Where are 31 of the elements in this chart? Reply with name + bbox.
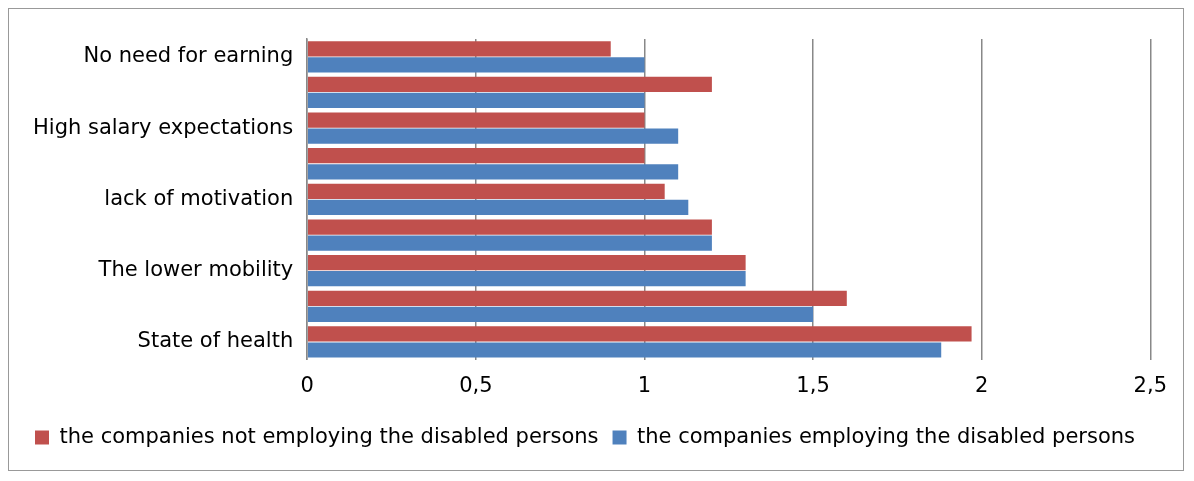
bar xyxy=(307,326,972,342)
bar xyxy=(307,271,746,287)
x-tick-label: 0 xyxy=(300,372,314,397)
bar xyxy=(307,148,645,164)
bar xyxy=(307,306,814,322)
bar xyxy=(307,92,645,109)
bar xyxy=(307,128,679,144)
bar xyxy=(307,57,645,73)
bar xyxy=(307,342,942,358)
x-tick-label: 2 xyxy=(975,372,989,397)
bar xyxy=(307,290,847,306)
bar xyxy=(307,112,645,128)
legend-label: the companies employing the disabled persons xyxy=(637,423,1135,448)
y-tick-label: The lower mobility xyxy=(97,257,294,282)
bar xyxy=(307,219,712,235)
bar xyxy=(307,235,712,251)
y-tick-label: State of health xyxy=(137,328,294,353)
x-tick-label: 1 xyxy=(637,372,652,397)
x-tick-label: 0,5 xyxy=(459,372,493,397)
bar xyxy=(307,183,665,199)
y-tick-label: High salary expectations xyxy=(33,114,294,139)
y-tick-label: lack of motivation xyxy=(104,185,294,210)
bar xyxy=(307,255,746,271)
x-tick-label: 1,5 xyxy=(796,372,830,397)
x-tick-label: 2,5 xyxy=(1133,372,1167,397)
bar xyxy=(307,76,712,93)
y-tick-label: No need for earning xyxy=(83,43,294,68)
bar xyxy=(307,41,611,57)
bar xyxy=(307,199,689,216)
bar xyxy=(307,164,679,180)
legend-label: the companies not employing the disabled persons xyxy=(59,423,599,448)
